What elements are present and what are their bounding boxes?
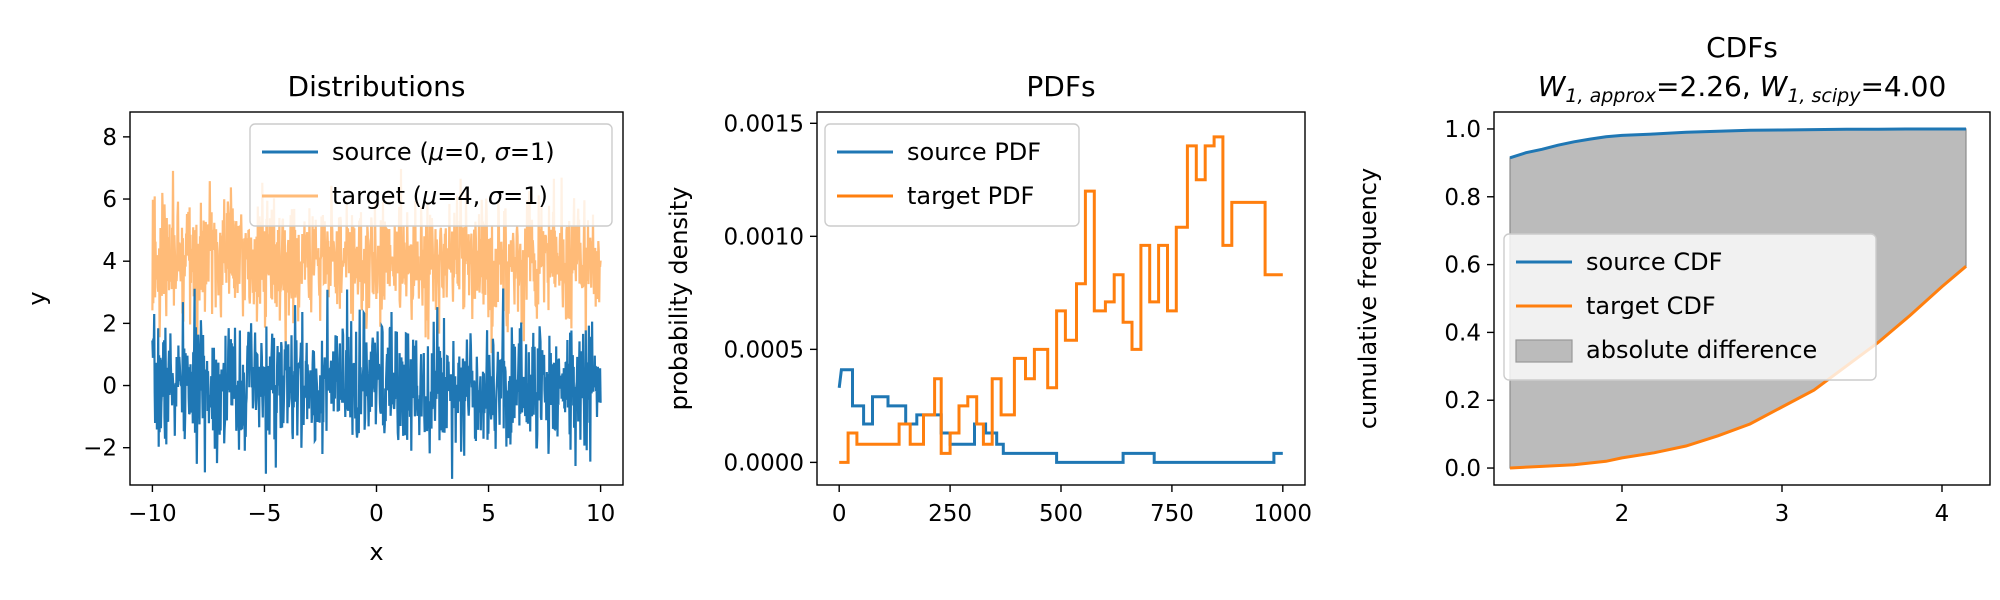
y-tick-label: 0.6 <box>1444 253 1481 279</box>
axes-frame <box>816 111 1306 486</box>
x-tick-label: 500 <box>1039 501 1083 527</box>
subtitle-part: =4.00 <box>1860 70 1946 103</box>
x-tick-label: 750 <box>1150 501 1194 527</box>
legend-entry: target (μ=4, σ=1) <box>332 182 548 210</box>
series-line-target-cdf <box>1509 265 1967 470</box>
subtitle-part: 1, scipy <box>1787 85 1861 107</box>
legend-text-part: target ( <box>332 182 422 210</box>
series-line-source-pdf <box>837 368 1283 464</box>
y-tick-label: 0.0005 <box>724 337 804 363</box>
y-tick-label: 0.8 <box>1444 185 1481 211</box>
series-line-target-pdf <box>839 135 1283 464</box>
x-axis-label: x <box>369 538 383 566</box>
y-axis-label: y <box>23 291 51 305</box>
legend-entry: source CDF <box>1586 248 1722 276</box>
legend-text-part: =0, <box>444 138 495 166</box>
y-axis-label: probability density <box>665 187 693 411</box>
legend-swatch <box>1515 339 1573 363</box>
legend-box <box>824 123 1080 227</box>
y-tick-label: 0.0015 <box>724 111 804 137</box>
y-tick-label: 0 <box>102 374 117 400</box>
legend-entry: target PDF <box>907 182 1034 210</box>
x-tick-label: −5 <box>248 501 282 527</box>
y-tick-label: 0.0000 <box>724 450 804 476</box>
series-line-source <box>151 288 602 479</box>
y-tick-label: 0.0 <box>1444 456 1481 482</box>
chart-subtitle: W1, approx=2.26, W1, scipy=4.00 <box>1538 70 1947 107</box>
axes-panel-3: 2 3 4 0.0 0.2 0.4 0.6 0.8 1.0 cumulative frequenc… <box>1354 31 1991 527</box>
legend-entry: source (μ=0, σ=1) <box>332 138 555 166</box>
legend-text-part: μ <box>421 182 437 210</box>
y-tick-label: 8 <box>102 125 117 151</box>
x-tick-label: 4 <box>1935 501 1950 527</box>
legend-entry: target CDF <box>1586 292 1716 320</box>
legend-text-part: =1) <box>503 182 548 210</box>
y-tick-label: 6 <box>102 187 117 213</box>
subtitle-part: W <box>1760 70 1789 103</box>
legend-entry: source PDF <box>907 138 1041 166</box>
x-tick-label: 10 <box>586 501 615 527</box>
y-tick-label: 0.0010 <box>724 224 804 250</box>
x-tick-label: 1000 <box>1254 501 1313 527</box>
x-tick-label: 250 <box>928 501 972 527</box>
subtitle-part: =2.26, <box>1656 70 1760 103</box>
legend-box <box>1503 233 1877 381</box>
legend-text-part: source ( <box>332 138 429 166</box>
subtitle-part: W <box>1538 70 1567 103</box>
x-tick-label: 2 <box>1615 501 1630 527</box>
axes-panel-2: 0 250 500 750 1000 0.0000 0.0005 0.0010 0.0015 pr… <box>665 70 1312 527</box>
axes-frame <box>129 111 624 486</box>
series-line-source-cdf <box>1509 127 1966 160</box>
subtitle-part: 1, approx <box>1565 85 1656 107</box>
y-tick-label: 1.0 <box>1444 117 1481 143</box>
x-tick-label: 5 <box>481 501 496 527</box>
legend-text-part: σ <box>495 138 511 166</box>
chart-title: Distributions <box>288 70 466 103</box>
x-tick-label: 0 <box>832 501 847 527</box>
y-axis-label: cumulative frequency <box>1354 168 1382 429</box>
legend-text-part: σ <box>488 182 504 210</box>
legend-text-part: =1) <box>510 138 555 166</box>
chart-title: PDFs <box>1026 70 1095 103</box>
y-tick-label: 0.2 <box>1444 388 1481 414</box>
y-tick-label: −2 <box>83 436 117 462</box>
y-tick-label: 0.4 <box>1444 320 1481 346</box>
legend-entry: absolute difference <box>1586 336 1817 364</box>
y-tick-label: 4 <box>102 249 117 275</box>
series-line-target <box>151 168 602 359</box>
legend-box <box>249 123 613 227</box>
x-tick-label: 3 <box>1775 501 1790 527</box>
x-tick-label: −10 <box>128 501 177 527</box>
legend-text-part: =4, <box>437 182 488 210</box>
chart-title: CDFs <box>1706 31 1778 64</box>
x-tick-label: 0 <box>369 501 384 527</box>
axes-frame <box>1493 111 1991 486</box>
legend-text-part: μ <box>428 138 444 166</box>
y-tick-label: 2 <box>102 311 117 337</box>
